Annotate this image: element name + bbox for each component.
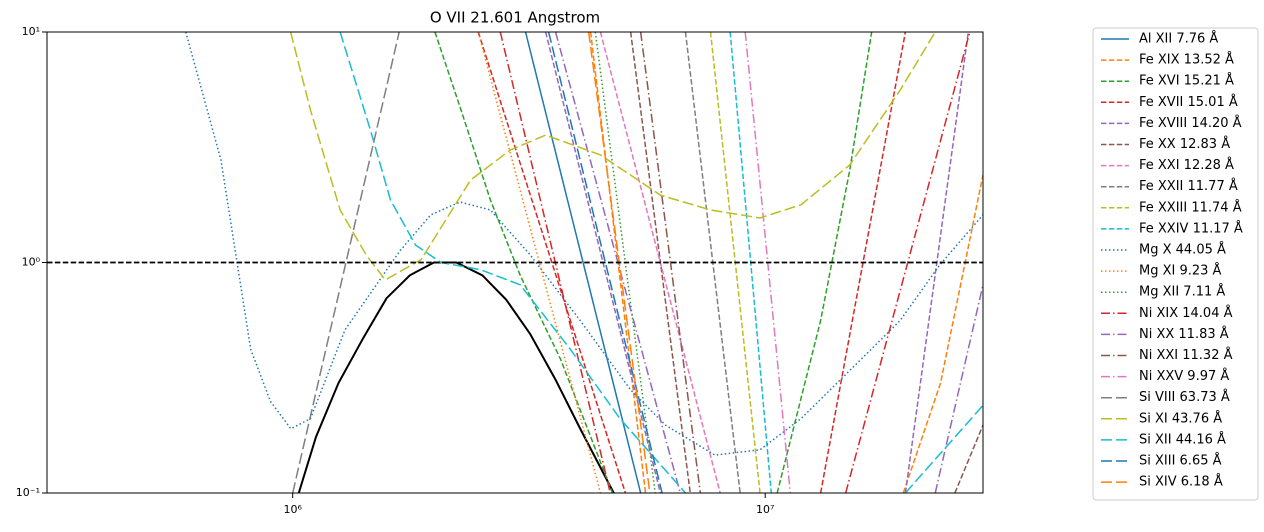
plot-area: [47, 32, 983, 493]
legend-label: Si XIII 6.65 Å: [1139, 453, 1222, 469]
legend-label: Fe XXI 12.28 Å: [1139, 157, 1234, 173]
series-line: [547, 32, 663, 493]
series-line: [639, 32, 702, 493]
series-line: [524, 32, 642, 493]
legend-label: Fe XXIV 11.17 Å: [1139, 220, 1243, 236]
series-line: [477, 32, 602, 493]
legend-label: Ni XX 11.83 Å: [1139, 326, 1229, 342]
series-line: [339, 32, 983, 493]
y-tick-label: 10⁻¹: [16, 486, 40, 499]
chart-title: O VII 21.601 Angstrom: [430, 9, 600, 27]
legend-label: Al XII 7.76 Å: [1139, 31, 1218, 47]
y-tick-label: 10⁰: [22, 256, 41, 269]
legend-label: Ni XXV 9.97 Å: [1139, 368, 1229, 384]
series-line: [291, 32, 400, 493]
series-line: [297, 261, 615, 493]
legend-label: Fe XVIII 14.20 Å: [1139, 115, 1242, 131]
series-line: [289, 32, 936, 281]
legend-label: Fe XVII 15.01 Å: [1139, 94, 1238, 110]
legend-label: Ni XIX 14.04 Å: [1139, 305, 1233, 321]
legend-label: Mg XII 7.11 Å: [1139, 284, 1225, 300]
x-tick-label: 10⁶: [283, 503, 302, 516]
series-line: [185, 32, 983, 456]
y-tick-label: 10¹: [22, 25, 40, 38]
legend-label: Fe XVI 15.21 Å: [1139, 73, 1234, 89]
legend-label: Fe XXIII 11.74 Å: [1139, 199, 1242, 215]
legend-label: Ni XXI 11.32 Å: [1139, 347, 1233, 363]
legend-box: [1092, 27, 1259, 501]
series-line: [434, 32, 873, 493]
legend-label: Mg XI 9.23 Å: [1139, 263, 1222, 279]
legend-label: Fe XXII 11.77 Å: [1139, 178, 1238, 194]
legend-label: Si XI 43.76 Å: [1139, 410, 1222, 426]
legend-label: Fe XIX 13.52 Å: [1139, 52, 1234, 68]
legend-label: Fe XX 12.83 Å: [1139, 136, 1230, 152]
legend-label: Mg X 44.05 Å: [1139, 242, 1226, 258]
legend-label: Si XIV 6.18 Å: [1139, 474, 1223, 490]
legend-label: Si VIII 63.73 Å: [1139, 389, 1230, 405]
x-tick-label: 10⁷: [756, 503, 774, 516]
legend-label: Si XII 44.16 Å: [1139, 431, 1226, 447]
